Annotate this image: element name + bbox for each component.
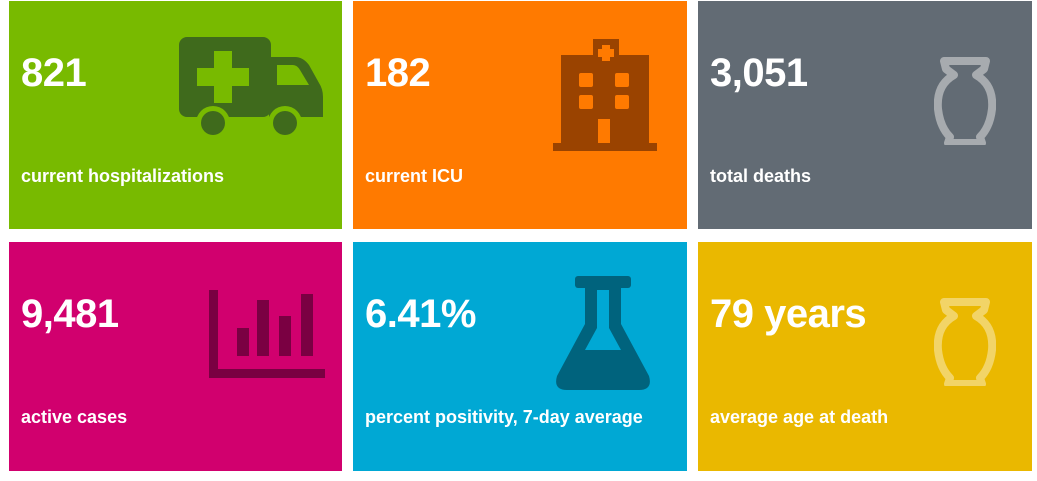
stat-label: active cases: [21, 407, 128, 427]
stat-label: total deaths: [710, 166, 812, 186]
urn-icon: [934, 57, 996, 145]
stat-value: 6.41%: [365, 292, 476, 336]
urn-icon: [934, 298, 996, 386]
stat-label: percent positivity, 7-day average: [365, 407, 643, 427]
stat-label: current hospitalizations: [21, 166, 225, 186]
tile-current-hospitalizations: 821 current hospitalizations: [9, 1, 342, 229]
tile-percent-positivity: 6.41% percent positivity, 7-day average: [353, 242, 687, 471]
tile-total-deaths: 3,051 total deaths: [698, 1, 1032, 229]
tile-average-age-at-death: 79 years average age at death: [698, 242, 1032, 471]
stat-value: 182: [365, 51, 431, 95]
ambulance-icon: [177, 35, 325, 141]
bar-chart-icon: [209, 290, 325, 378]
stat-value: 3,051: [710, 51, 808, 95]
stat-value: 79 years: [710, 292, 867, 336]
stat-value: 9,481: [21, 292, 119, 336]
stat-label: average age at death: [710, 407, 889, 427]
flask-icon: [553, 276, 653, 392]
tile-current-icu: 182 current ICU: [353, 1, 687, 229]
stat-value: 821: [21, 51, 87, 95]
stat-label: current ICU: [365, 166, 464, 186]
tile-active-cases: 9,481 active cases: [9, 242, 342, 471]
hospital-icon: [553, 39, 657, 151]
